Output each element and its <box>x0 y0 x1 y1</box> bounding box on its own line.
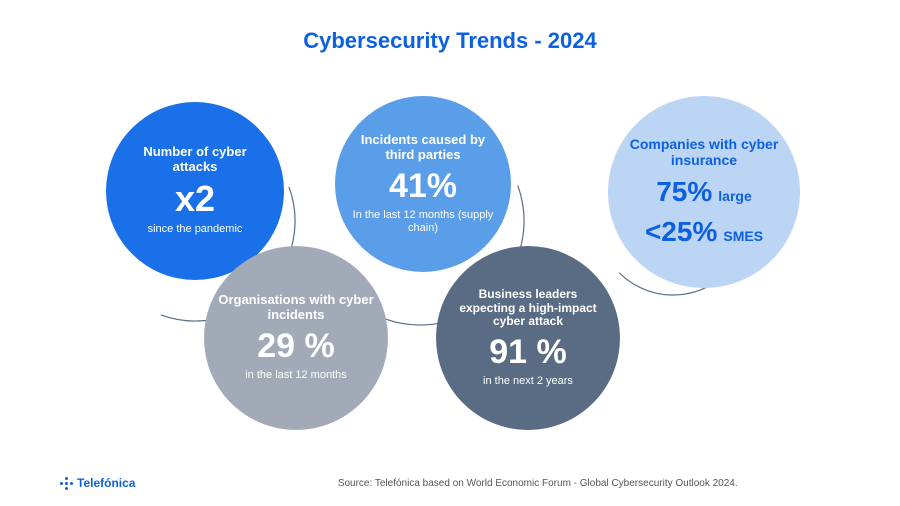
bubble-label: Organisations with cyber incidents <box>218 293 374 323</box>
insurance-row: 75% large <box>656 176 752 208</box>
telefonica-logo: Telefónica <box>60 476 135 490</box>
bubble-label: Companies with cyber insurance <box>622 136 786 168</box>
bubble-value: 41% <box>389 169 457 203</box>
logo-dots-icon <box>60 477 73 490</box>
insurance-tag: SMES <box>723 228 763 244</box>
bubble-subtext: in the next 2 years <box>483 375 573 388</box>
bubble-insurance: Companies with cyber insurance75%large<2… <box>608 96 800 288</box>
bubble-third-parties: Incidents caused by third parties 41% In t… <box>335 96 511 272</box>
bubble-expecting: Business leaders expecting a high-impact… <box>436 246 620 430</box>
footer: Telefónica Source: Telefónica based on W… <box>60 476 840 490</box>
bubble-subtext: in the last 12 months <box>245 369 347 382</box>
bubble-canvas: Number of cyber attacks x2 since the pande… <box>0 0 900 506</box>
insurance-value: 75% <box>656 176 712 208</box>
bubble-subtext: since the pandemic <box>148 223 243 236</box>
bubble-incidents: Organisations with cyber incidents 29 % in… <box>204 246 388 430</box>
logo-text: Telefónica <box>77 476 135 490</box>
insurance-value: <25% <box>645 216 717 248</box>
bubble-value: 91 % <box>489 335 567 369</box>
insurance-row: <25% SMES <box>645 216 763 248</box>
bubble-subtext: In the last 12 months (supply chain) <box>349 209 497 235</box>
bubble-label: Number of cyber attacks <box>120 145 270 175</box>
insurance-tag: large <box>718 188 751 204</box>
page-title: Cybersecurity Trends - 2024 <box>0 0 900 54</box>
bubble-label: Incidents caused by third parties <box>349 133 497 163</box>
source-text: Source: Telefónica based on World Econom… <box>235 478 840 489</box>
bubble-label: Business leaders expecting a high-impact… <box>450 288 606 329</box>
bubble-value: x2 <box>175 181 215 217</box>
bubble-value: 29 % <box>257 329 335 363</box>
